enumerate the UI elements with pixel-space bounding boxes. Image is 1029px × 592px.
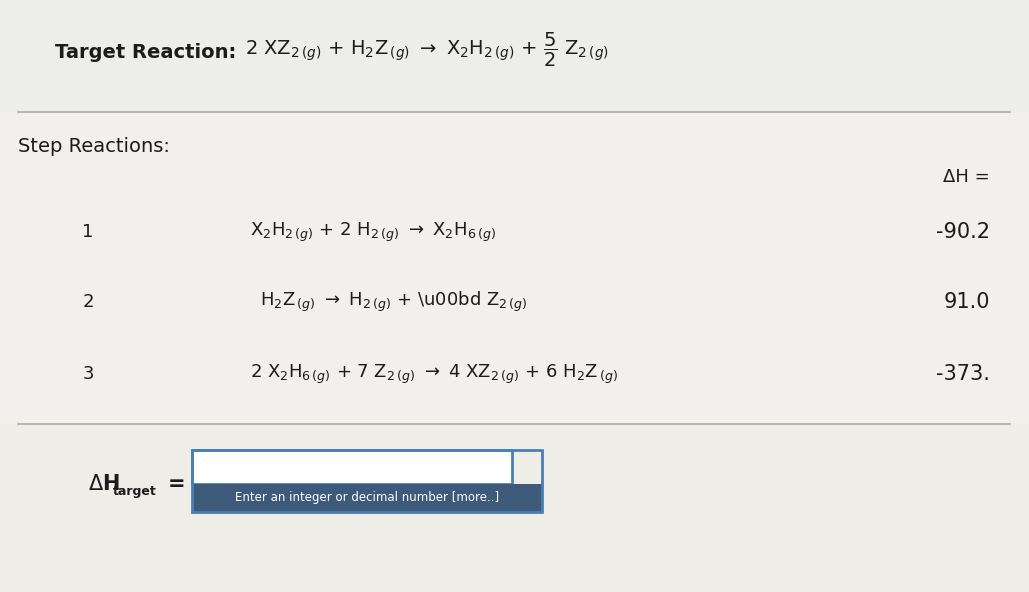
Text: Target Reaction:: Target Reaction: — [55, 43, 237, 62]
Bar — [0, 424, 1029, 592]
Text: $\Delta$H: $\Delta$H — [88, 474, 119, 494]
Text: Step Reactions:: Step Reactions: — [17, 137, 170, 156]
Text: ΔH =: ΔH = — [944, 168, 990, 186]
Bar — [0, 0, 1029, 112]
Bar — [192, 484, 542, 512]
Text: 2 XZ$_{2\,(g)}$ + H$_{2}$Z$_{\,(g)}$ $\rightarrow$ X$_{2}$H$_{2\,(g)}$ + $\dfrac: 2 XZ$_{2\,(g)}$ + H$_{2}$Z$_{\,(g)}$ $\r… — [245, 31, 609, 69]
Text: 2: 2 — [82, 293, 94, 311]
Bar — [0, 112, 1029, 512]
Text: Enter an integer or decimal number [more..]: Enter an integer or decimal number [more… — [235, 491, 499, 504]
Text: -373.: -373. — [936, 364, 990, 384]
Text: 91.0: 91.0 — [944, 292, 990, 312]
Text: target: target — [113, 485, 156, 498]
Bar — [192, 450, 542, 512]
Text: 2 X$_{2}$H$_{6\,(g)}$ + 7 Z$_{2\,(g)}$ $\rightarrow$ 4 XZ$_{2\,(g)}$ + 6 H$_{2}$: 2 X$_{2}$H$_{6\,(g)}$ + 7 Z$_{2\,(g)}$ $… — [250, 362, 618, 385]
Text: 1: 1 — [82, 223, 94, 241]
Text: H$_{2}$Z$_{\,(g)}$ $\rightarrow$ H$_{2\,(g)}$ + \u00bd Z$_{2\,(g)}$: H$_{2}$Z$_{\,(g)}$ $\rightarrow$ H$_{2\,… — [260, 290, 528, 314]
Bar — [192, 450, 512, 484]
Text: =: = — [168, 474, 185, 494]
Text: -90.2: -90.2 — [936, 222, 990, 242]
Text: X$_{2}$H$_{2\,(g)}$ + 2 H$_{2\,(g)}$ $\rightarrow$ X$_{2}$H$_{6\,(g)}$: X$_{2}$H$_{2\,(g)}$ + 2 H$_{2\,(g)}$ $\r… — [250, 220, 496, 243]
Text: 3: 3 — [82, 365, 94, 383]
